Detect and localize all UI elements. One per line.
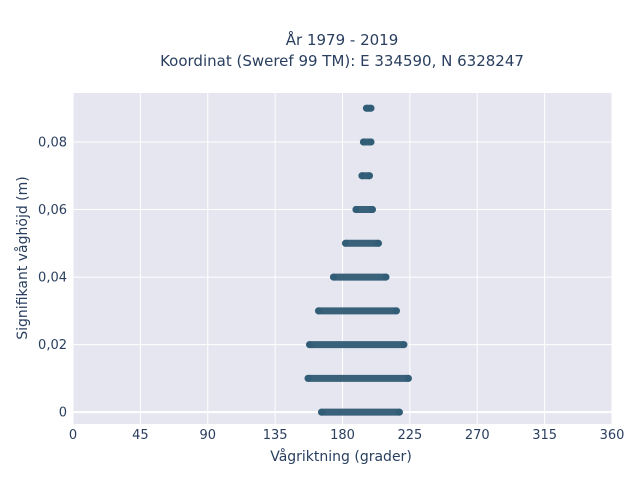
scatter-band <box>358 172 374 180</box>
chart-title-line2: Koordinat (Sweref 99 TM): E 334590, N 63… <box>160 52 524 70</box>
y-axis-ticks: 0 0,02 0,04 0,06 0,08 <box>38 135 67 420</box>
x-tick-label: 225 <box>397 428 422 443</box>
scatter-band <box>304 374 412 383</box>
y-tick-label: 0,04 <box>38 271 67 286</box>
scatter-point <box>314 307 323 315</box>
scatter-band <box>317 408 403 416</box>
chart-title-line1: År 1979 - 2019 <box>286 30 399 49</box>
scatter-point <box>341 239 350 247</box>
y-tick-label: 0,06 <box>38 203 67 218</box>
scatter-band <box>359 138 375 146</box>
scatter-point <box>367 138 375 146</box>
scatter-band <box>305 341 408 349</box>
scatter-point <box>395 408 403 416</box>
y-tick-label: 0 <box>59 406 67 421</box>
scatter-point <box>368 205 377 214</box>
x-tick-label: 135 <box>263 428 288 443</box>
scatter-point <box>367 104 375 112</box>
x-tick-label: 360 <box>600 428 625 443</box>
x-tick-label: 45 <box>132 428 149 443</box>
scatter-point <box>352 205 360 214</box>
scatter-point <box>404 374 412 383</box>
scatter-point <box>317 408 326 416</box>
scatter-band <box>362 104 375 112</box>
x-axis-title: Vågriktning (grader) <box>270 448 412 465</box>
x-tick-label: 180 <box>330 428 355 443</box>
scatter-point <box>382 273 390 281</box>
scatter-point <box>358 172 366 180</box>
scatter-point <box>304 374 312 383</box>
scatter-points <box>304 104 412 416</box>
scatter-point <box>359 138 368 146</box>
scatter-point <box>305 341 314 349</box>
scatter-point <box>365 172 374 180</box>
x-tick-label: 90 <box>199 428 216 443</box>
scatter-band <box>329 273 390 281</box>
x-tick-label: 315 <box>532 428 557 443</box>
scatter-point <box>374 239 383 247</box>
x-tick-label: 0 <box>69 428 77 443</box>
scatter-point <box>400 341 408 349</box>
scatter-band <box>352 205 377 214</box>
x-axis-ticks: 0 45 90 135 180 225 270 315 360 <box>69 428 625 443</box>
scatter-band <box>341 239 383 247</box>
y-axis-title: Signifikant våghöjd (m) <box>14 176 31 339</box>
scatter-point <box>329 273 338 281</box>
x-tick-label: 270 <box>465 428 490 443</box>
scatter-band <box>314 307 400 315</box>
scatter-point <box>392 307 400 315</box>
y-tick-label: 0,08 <box>38 135 67 150</box>
y-tick-label: 0,02 <box>38 338 67 353</box>
